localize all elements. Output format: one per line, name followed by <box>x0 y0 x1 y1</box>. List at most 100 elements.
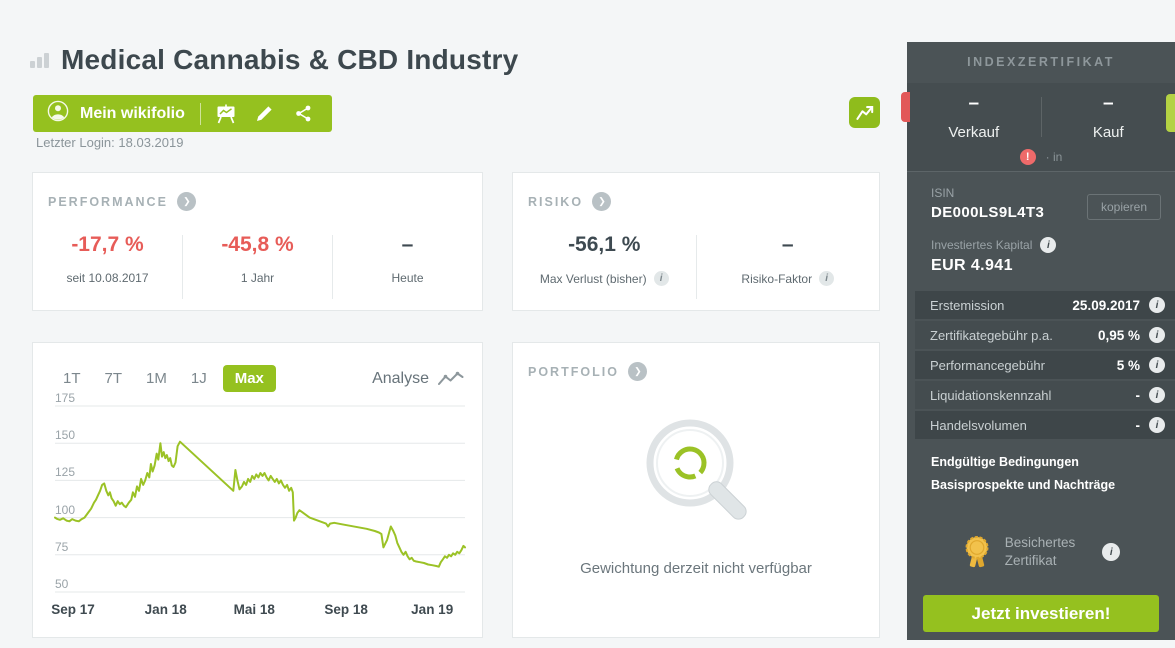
portfolio-panel: PORTFOLIO ❯ Gewichtung derzeit nicht ver… <box>512 342 880 638</box>
trend-up-icon <box>855 105 873 120</box>
certificate-type-title: INDEXZERTIFIKAT <box>967 55 1115 69</box>
invested-capital-value: EUR 4.941 <box>931 257 1013 274</box>
document-links: Endgültige Bedingungen Basisprospekte un… <box>907 441 1175 492</box>
chart-trend-shortcut-button[interactable] <box>849 97 880 128</box>
max-loss-stat: -56,1 % Max Verlust (bisher) i <box>513 233 696 301</box>
page-title: Medical Cannabis & CBD Industry <box>61 44 519 75</box>
range-tab-1t[interactable]: 1T <box>55 366 89 391</box>
fact-row-zertifikategebuehr: Zertifikategebühr p.a. 0,95 % i <box>915 321 1175 349</box>
secured-certificate-badge: Besichertes Zertifikat i <box>907 534 1175 570</box>
left-edge-flag-tab[interactable] <box>901 92 910 122</box>
fact-label: Handelsvolumen <box>930 417 1027 433</box>
performance-since-start: -17,7 % seit 10.08.2017 <box>33 233 182 301</box>
performance-one-year: -45,8 % 1 Jahr <box>183 233 332 301</box>
fact-info-icon[interactable]: i <box>1149 417 1165 433</box>
performance-value: -45,8 % <box>221 233 294 256</box>
performance-label: Heute <box>391 271 424 285</box>
right-edge-flag-tab[interactable] <box>1166 94 1175 132</box>
divider <box>332 235 333 299</box>
isin-label: ISIN <box>931 186 955 200</box>
my-wikifolio-label: Mein wikifolio <box>80 104 185 122</box>
fact-value: 5 % <box>1116 357 1140 373</box>
invested-capital-info-icon[interactable]: i <box>1040 237 1057 253</box>
risk-details-chevron-icon[interactable]: ❯ <box>592 192 612 211</box>
performance-value: – <box>401 233 414 256</box>
base-prospectus-link[interactable]: Basisprospekte und Nachträge <box>931 478 1116 492</box>
copy-isin-button[interactable]: kopieren <box>1086 194 1161 220</box>
risk-factor-label: Risiko-Faktor <box>741 271 813 286</box>
performance-panel-title: PERFORMANCE <box>48 194 168 209</box>
sell-quote: – Verkauf <box>907 93 1041 141</box>
quote-section: – Verkauf – Kauf ! · in <box>907 83 1175 172</box>
risk-panel-title: RISIKO <box>528 194 584 209</box>
fact-row-handelsvolumen: Handelsvolumen - i <box>915 411 1175 439</box>
range-tab-7t[interactable]: 7T <box>97 366 131 391</box>
performance-value: -17,7 % <box>71 233 144 256</box>
performance-label: seit 10.08.2017 <box>66 271 149 285</box>
fact-value: - <box>1135 417 1141 433</box>
button-divider <box>199 102 201 125</box>
presentation-chart-icon[interactable] <box>212 100 240 128</box>
analyse-button[interactable]: Analyse <box>372 370 464 388</box>
performance-today: – Heute <box>333 233 482 301</box>
page-header: Medical Cannabis & CBD Industry <box>30 44 518 76</box>
magnifier-empty-state-icon <box>646 419 747 520</box>
fact-info-icon[interactable]: i <box>1149 297 1165 313</box>
chart-range-toolbar: 1T 7T 1M 1J Max Analyse <box>55 365 464 392</box>
final-terms-link[interactable]: Endgültige Bedingungen <box>931 455 1079 469</box>
buy-quote: – Kauf <box>1042 93 1175 141</box>
performance-panel: PERFORMANCE ❯ -17,7 % seit 10.08.2017 -4… <box>32 172 483 311</box>
fact-info-icon[interactable]: i <box>1149 387 1165 403</box>
portfolio-empty-message: Gewichtung derzeit nicht verfügbar <box>580 560 812 577</box>
buy-value: – <box>1102 93 1114 114</box>
secured-badge-info-icon[interactable]: i <box>1102 543 1121 562</box>
fact-row-erstemission: Erstemission 25.09.2017 i <box>915 291 1175 319</box>
fact-info-icon[interactable]: i <box>1149 357 1165 373</box>
performance-label: 1 Jahr <box>240 271 275 285</box>
gold-rosette-icon <box>965 535 989 567</box>
range-tab-1m[interactable]: 1M <box>138 366 175 391</box>
invest-now-button[interactable]: Jetzt investieren! <box>923 595 1159 632</box>
fact-label: Performancegebühr <box>930 357 1045 373</box>
chart-panel: 1T 7T 1M 1J Max Analyse 175 150 125 100 75 50… <box>32 342 483 638</box>
invested-capital-block: Investiertes Kapital i EUR 4.941 <box>907 221 1175 275</box>
wikifolio-type-bar-chart-icon <box>30 52 49 68</box>
analyse-lines-icon <box>438 371 464 385</box>
range-tab-1j[interactable]: 1J <box>183 366 215 391</box>
portfolio-details-chevron-icon[interactable]: ❯ <box>627 362 647 381</box>
performance-line-chart[interactable]: 175 150 125 100 75 50 Sep 17 Jan 18 Mai 18 Sep 1… <box>51 391 466 625</box>
performance-details-chevron-icon[interactable]: ❯ <box>176 192 196 211</box>
fact-label: Zertifikategebühr p.a. <box>930 327 1053 343</box>
certificate-facts-table: Erstemission 25.09.2017 i Zertifikategeb… <box>907 291 1175 439</box>
edit-pencil-icon[interactable] <box>251 100 279 128</box>
quote-alert-note: · in <box>1045 150 1063 164</box>
range-tab-max[interactable]: Max <box>222 365 276 392</box>
fact-value: 0,95 % <box>1097 327 1140 343</box>
divider <box>695 235 697 299</box>
risk-factor-info-icon[interactable]: i <box>819 271 835 286</box>
fact-label: Liquidationskennzahl <box>930 387 1052 403</box>
my-wikifolio-button[interactable]: Mein wikifolio <box>33 95 332 132</box>
secured-badge-line1: Besichertes <box>1004 535 1076 550</box>
owner-action-bar: Mein wikifolio <box>33 95 332 132</box>
sell-label: Verkauf <box>948 124 1000 141</box>
divider <box>1040 97 1042 137</box>
portfolio-panel-title: PORTFOLIO <box>528 364 619 379</box>
fact-row-liquidationskennzahl: Liquidationskennzahl - i <box>915 381 1175 409</box>
fact-value: 25.09.2017 <box>1072 297 1140 313</box>
quote-alert-icon[interactable]: ! <box>1019 149 1036 165</box>
fact-label: Erstemission <box>930 297 1005 313</box>
fact-value: - <box>1135 387 1141 403</box>
share-icon[interactable] <box>290 100 318 128</box>
buy-label: Kauf <box>1092 124 1124 141</box>
isin-value: DE000LS9L4T3 <box>931 204 1045 221</box>
certificate-sidebar: INDEXZERTIFIKAT – Verkauf – Kauf ! · in … <box>907 42 1175 640</box>
risk-factor-stat: – Risiko-Faktor i <box>697 233 880 301</box>
risk-factor-value: – <box>781 233 794 256</box>
risk-panel: RISIKO ❯ -56,1 % Max Verlust (bisher) i … <box>512 172 880 311</box>
analyse-label: Analyse <box>372 369 429 387</box>
max-loss-info-icon[interactable]: i <box>653 271 669 286</box>
fact-info-icon[interactable]: i <box>1149 327 1165 343</box>
fact-row-performancegebuehr: Performancegebühr 5 % i <box>915 351 1175 379</box>
